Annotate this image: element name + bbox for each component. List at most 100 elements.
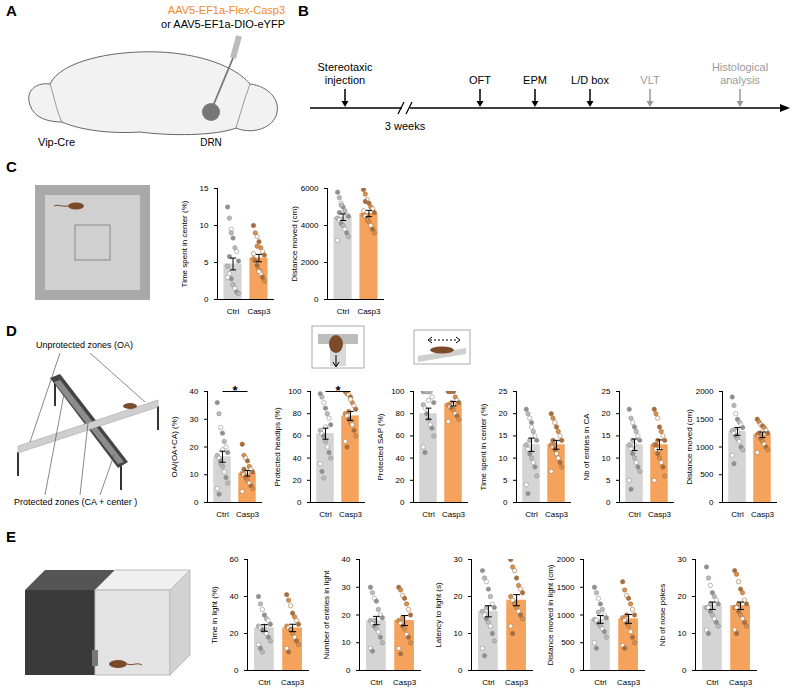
svg-text:25: 25 xyxy=(602,387,611,396)
svg-text:OA/(OA+CA) (%): OA/(OA+CA) (%) xyxy=(170,416,179,477)
svg-text:Time spent in center (%): Time spent in center (%) xyxy=(180,200,189,287)
svg-text:20: 20 xyxy=(678,592,687,601)
svg-text:EPM: EPM xyxy=(523,74,547,86)
svg-text:1000: 1000 xyxy=(557,611,575,620)
svg-text:1500: 1500 xyxy=(696,415,714,424)
svg-text:2000: 2000 xyxy=(301,258,319,267)
svg-text:2000: 2000 xyxy=(557,555,575,564)
svg-text:Ctrl: Ctrl xyxy=(525,510,538,519)
svg-text:Ctrl: Ctrl xyxy=(706,678,719,687)
svg-text:0: 0 xyxy=(234,666,239,675)
svg-text:Ctrl: Ctrl xyxy=(337,307,350,316)
svg-text:30: 30 xyxy=(190,415,199,424)
svg-text:Ctrl: Ctrl xyxy=(731,510,744,519)
svg-text:analysis: analysis xyxy=(720,74,760,86)
svg-text:20: 20 xyxy=(454,592,463,601)
svg-text:1500: 1500 xyxy=(557,583,575,592)
svg-text:10: 10 xyxy=(200,221,209,230)
svg-text:Nb of nose pokes: Nb of nose pokes xyxy=(658,584,667,646)
svg-text:Distance moved (cm): Distance moved (cm) xyxy=(290,206,299,282)
svg-text:Ctrl: Ctrl xyxy=(319,510,332,519)
svg-text:20: 20 xyxy=(396,476,405,485)
svg-text:10: 10 xyxy=(342,638,351,647)
svg-text:0: 0 xyxy=(709,498,714,507)
svg-text:30: 30 xyxy=(454,555,463,564)
svg-text:10: 10 xyxy=(190,470,199,479)
svg-text:Casp3: Casp3 xyxy=(281,678,305,687)
svg-text:0: 0 xyxy=(458,666,463,675)
svg-text:Ctrl: Ctrl xyxy=(227,307,240,316)
svg-text:Casp3: Casp3 xyxy=(648,510,672,519)
svg-text:30: 30 xyxy=(342,583,351,592)
svg-text:3 weeks: 3 weeks xyxy=(385,120,426,132)
svg-text:15: 15 xyxy=(602,431,611,440)
svg-text:Distance moved in light (cm): Distance moved in light (cm) xyxy=(546,564,555,665)
svg-text:30: 30 xyxy=(678,555,687,564)
svg-text:60: 60 xyxy=(396,431,405,440)
svg-text:20: 20 xyxy=(293,476,302,485)
svg-text:Nb of entries in CA: Nb of entries in CA xyxy=(582,413,591,481)
svg-text:Stereotaxic: Stereotaxic xyxy=(317,61,373,73)
svg-text:Casp3: Casp3 xyxy=(357,307,381,316)
svg-text:Latency to light (s): Latency to light (s) xyxy=(434,582,443,648)
svg-text:AAV5-EF1a-Flex-Casp3: AAV5-EF1a-Flex-Casp3 xyxy=(168,4,285,16)
svg-text:Casp3: Casp3 xyxy=(442,510,466,519)
svg-text:40: 40 xyxy=(293,454,302,463)
svg-text:Casp3: Casp3 xyxy=(505,678,529,687)
svg-text:0: 0 xyxy=(194,498,199,507)
svg-text:10: 10 xyxy=(678,629,687,638)
svg-text:6000: 6000 xyxy=(301,184,319,193)
svg-text:Ctrl: Ctrl xyxy=(216,510,229,519)
svg-text:injection: injection xyxy=(325,74,365,86)
svg-text:Number of entries in light: Number of entries in light xyxy=(322,570,331,660)
svg-text:Casp3: Casp3 xyxy=(751,510,775,519)
svg-text:80: 80 xyxy=(293,409,302,418)
svg-text:10: 10 xyxy=(499,454,508,463)
svg-text:5: 5 xyxy=(204,258,209,267)
svg-text:0: 0 xyxy=(503,498,508,507)
svg-text:0: 0 xyxy=(314,295,319,304)
svg-text:*: * xyxy=(335,383,341,398)
svg-text:Protected headips (%): Protected headips (%) xyxy=(273,407,282,486)
svg-text:25: 25 xyxy=(499,387,508,396)
svg-text:Distance moved (cm): Distance moved (cm) xyxy=(685,409,694,485)
svg-text:100: 100 xyxy=(391,387,405,396)
svg-text:40: 40 xyxy=(190,387,199,396)
svg-text:*: * xyxy=(232,383,238,398)
svg-text:100: 100 xyxy=(288,387,302,396)
svg-text:Ctrl: Ctrl xyxy=(258,678,271,687)
svg-text:Vip-Cre: Vip-Cre xyxy=(38,136,75,148)
svg-text:Time in light (%): Time in light (%) xyxy=(210,586,219,644)
svg-text:60: 60 xyxy=(293,431,302,440)
svg-text:Ctrl: Ctrl xyxy=(628,510,641,519)
svg-text:5: 5 xyxy=(606,476,611,485)
svg-text:40: 40 xyxy=(396,454,405,463)
svg-text:40: 40 xyxy=(230,592,239,601)
svg-text:0: 0 xyxy=(400,498,405,507)
svg-text:5: 5 xyxy=(503,476,508,485)
svg-text:4000: 4000 xyxy=(301,221,319,230)
svg-text:Casp3: Casp3 xyxy=(729,678,753,687)
svg-text:0: 0 xyxy=(606,498,611,507)
svg-text:Casp3: Casp3 xyxy=(617,678,641,687)
svg-text:500: 500 xyxy=(561,638,575,647)
svg-text:20: 20 xyxy=(602,409,611,418)
svg-text:Histological: Histological xyxy=(712,61,768,73)
svg-text:1000: 1000 xyxy=(696,443,714,452)
svg-text:60: 60 xyxy=(230,555,239,564)
svg-text:20: 20 xyxy=(342,611,351,620)
svg-text:0: 0 xyxy=(297,498,302,507)
svg-text:Casp3: Casp3 xyxy=(339,510,363,519)
svg-text:0: 0 xyxy=(346,666,351,675)
svg-text:0: 0 xyxy=(570,666,575,675)
svg-text:0: 0 xyxy=(204,295,209,304)
svg-text:Casp3: Casp3 xyxy=(236,510,260,519)
svg-text:Ctrl: Ctrl xyxy=(370,678,383,687)
svg-text:80: 80 xyxy=(396,409,405,418)
svg-text:0: 0 xyxy=(682,666,687,675)
svg-text:Ctrl: Ctrl xyxy=(594,678,607,687)
svg-text:Casp3: Casp3 xyxy=(247,307,271,316)
svg-text:Ctrl: Ctrl xyxy=(422,510,435,519)
svg-text:Ctrl: Ctrl xyxy=(482,678,495,687)
svg-text:VLT: VLT xyxy=(640,74,660,86)
